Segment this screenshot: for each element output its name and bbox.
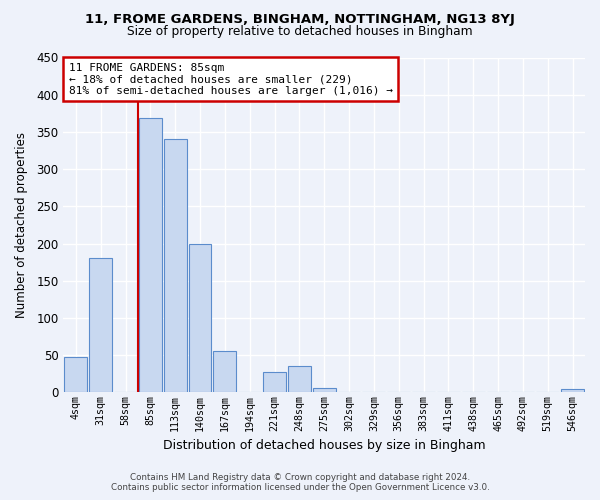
Text: Contains HM Land Registry data © Crown copyright and database right 2024.
Contai: Contains HM Land Registry data © Crown c… [110, 473, 490, 492]
Bar [561, 390, 584, 392]
Text: Size of property relative to detached houses in Bingham: Size of property relative to detached ho… [127, 25, 473, 38]
Text: 11 FROME GARDENS: 85sqm
← 18% of detached houses are smaller (229)
81% of semi-d: 11 FROME GARDENS: 85sqm ← 18% of detache… [68, 62, 392, 96]
Bar [139, 118, 162, 392]
Text: 11, FROME GARDENS, BINGHAM, NOTTINGHAM, NG13 8YJ: 11, FROME GARDENS, BINGHAM, NOTTINGHAM, … [85, 12, 515, 26]
Bar [214, 352, 236, 393]
Bar [164, 140, 187, 392]
Bar [263, 372, 286, 392]
Bar [89, 258, 112, 392]
Y-axis label: Number of detached properties: Number of detached properties [15, 132, 28, 318]
Bar [288, 366, 311, 392]
Bar [188, 244, 211, 392]
X-axis label: Distribution of detached houses by size in Bingham: Distribution of detached houses by size … [163, 440, 485, 452]
Bar [64, 358, 87, 392]
Bar [313, 388, 335, 392]
